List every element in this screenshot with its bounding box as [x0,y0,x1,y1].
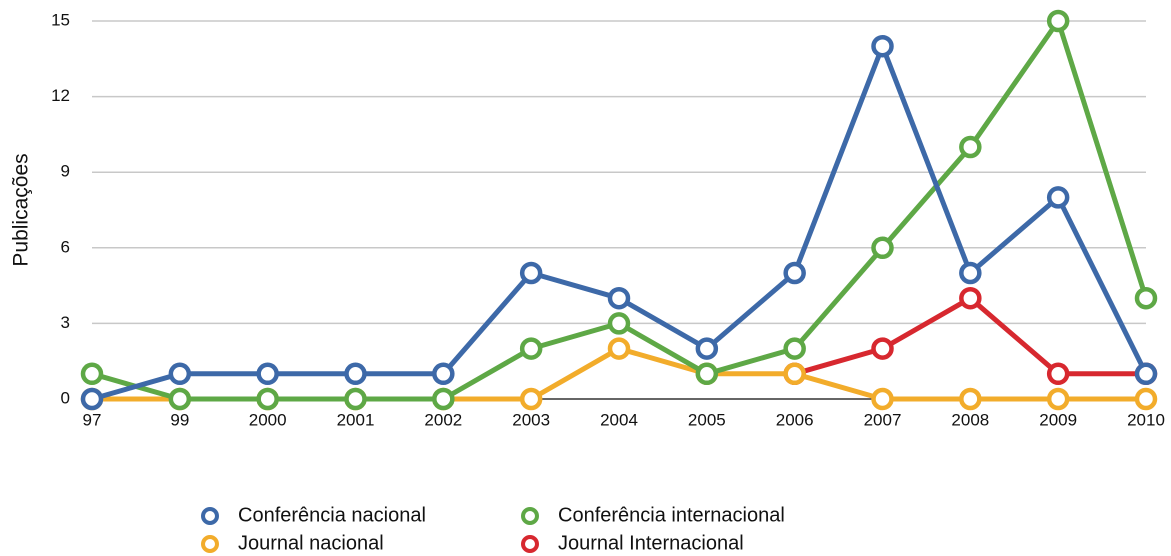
point [1046,387,1070,411]
legend-label: Conferência internacional [558,504,785,526]
point [1046,362,1070,386]
point [344,362,367,386]
point [959,135,982,159]
x-tick-label: 2004 [600,410,638,429]
point [519,337,543,360]
point [1046,9,1070,33]
x-tick-label: 2010 [1127,410,1165,429]
point [695,362,719,386]
legend-label: Journal nacional [238,532,384,554]
legend-marker [521,535,539,553]
y-tick-label: 3 [61,313,70,332]
point [519,387,543,411]
point [519,261,543,285]
y-tick-label: 0 [61,388,70,407]
point [256,387,279,411]
legend-label: Conferência nacional [238,504,426,526]
point [432,387,455,411]
y-tick-label: 12 [51,86,70,105]
point [607,312,631,335]
point [607,337,631,360]
point [607,286,631,310]
legend-marker [521,507,539,525]
y-tick-label: 15 [51,10,70,29]
point [256,362,279,386]
point [871,236,894,260]
x-tick-label: 2007 [864,410,902,429]
x-tick-label: 2009 [1039,410,1077,429]
point [1134,387,1158,411]
point [959,286,982,310]
x-tick-label: 2005 [688,410,726,429]
point [80,387,104,411]
x-tick-label: 2006 [776,410,814,429]
point [783,261,806,285]
point [1046,186,1070,209]
point [1134,362,1158,386]
point [344,387,367,411]
y-tick-label: 6 [61,237,70,256]
point [871,34,894,58]
point [695,337,719,360]
x-tick-label: 2000 [249,410,287,429]
point [959,387,982,411]
x-tick-label: 2002 [424,410,462,429]
x-tick-label: 99 [170,410,189,429]
point [783,337,806,360]
legend-marker [201,507,219,525]
y-axis-label: Publicações [10,153,33,266]
point [1134,286,1158,310]
point [871,387,894,411]
y-tick-label: 9 [61,162,70,181]
x-tick-label: 2008 [951,410,989,429]
point [959,261,982,285]
point [80,362,104,386]
x-tick-label: 97 [83,410,102,429]
point [783,362,806,386]
point [432,362,455,386]
point [871,337,894,360]
legend-marker [201,535,219,553]
x-tick-label: 2001 [337,410,375,429]
point [168,362,192,386]
point [168,387,192,411]
series-line [793,295,1146,377]
legend-label: Journal Internacional [558,532,744,554]
x-tick-label: 2003 [512,410,550,429]
